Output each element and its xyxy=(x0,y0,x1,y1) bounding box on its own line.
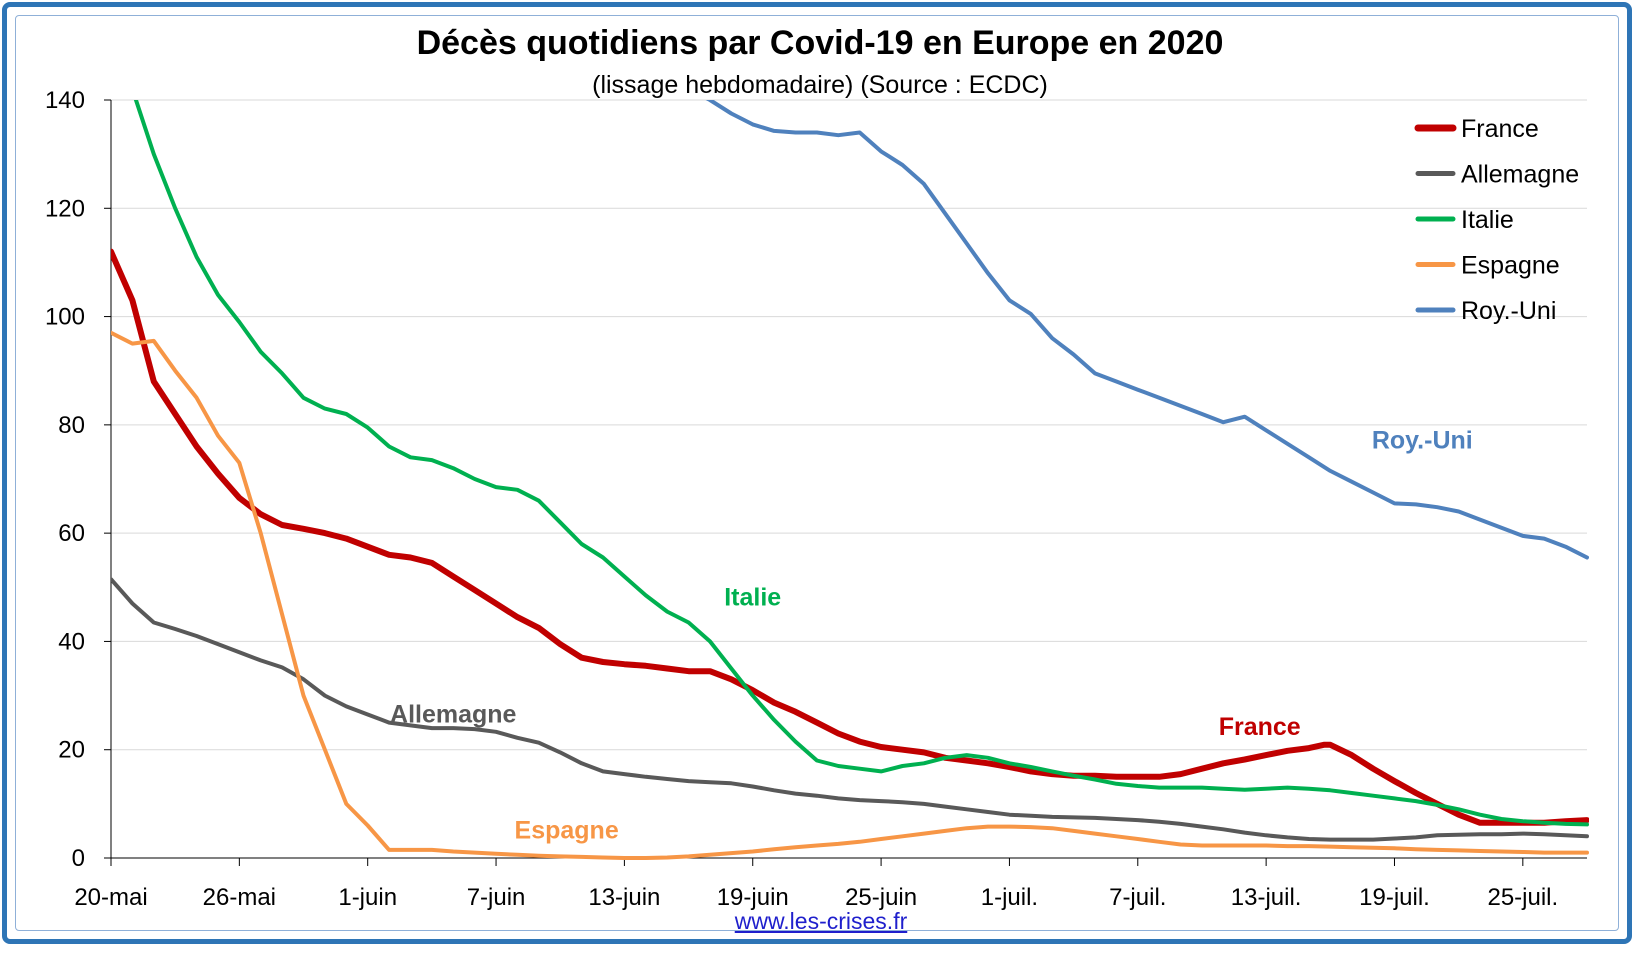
x-tick-label-1-juin: 1-juin xyxy=(338,884,397,911)
legend-label-Roy.-Uni: Roy.-Uni xyxy=(1461,297,1556,325)
y-tick-label-100: 100 xyxy=(45,304,85,331)
x-tick-label-13-juil.: 13-juil. xyxy=(1231,884,1302,911)
axes xyxy=(110,100,1587,859)
y-tick-label-80: 80 xyxy=(58,412,85,439)
legend: France Allemagne Italie Espagne Roy.-Uni xyxy=(1414,115,1579,325)
legend-label-Espagne: Espagne xyxy=(1461,252,1560,280)
x-tick-label-7-juin: 7-juin xyxy=(467,884,526,911)
annotation-France: France xyxy=(1219,713,1301,741)
x-tick-label-13-juin: 13-juin xyxy=(588,884,660,911)
gridlines xyxy=(111,99,1587,751)
x-tick-label-20-mai: 20-mai xyxy=(74,884,147,911)
chart-subtitle: (lissage hebdomadaire) (Source : ECDC) xyxy=(592,71,1048,99)
source-link[interactable]: www.les-crises.fr xyxy=(734,908,908,934)
series-line-Roy.-Uni xyxy=(705,100,1589,560)
chart-title: Décès quotidiens par Covid-19 en Europe … xyxy=(417,24,1224,62)
series-lines xyxy=(111,100,1589,860)
y-tick-label-20: 20 xyxy=(58,737,85,764)
annotation-Roy.-Uni: Roy.-Uni xyxy=(1372,426,1473,454)
series-annotations: Roy.-Uni Italie Allemagne France Espagne xyxy=(390,426,1473,844)
y-tick-label-60: 60 xyxy=(58,520,85,547)
frame-inner-border xyxy=(15,15,1619,931)
y-tick-label-120: 120 xyxy=(45,195,85,222)
series-line-Espagne xyxy=(111,330,1589,860)
x-axis-ticks: 20-mai 26-mai 1-juin 7-juin 13-juin 19-juin 25… xyxy=(74,858,1558,911)
x-tick-label-26-mai: 26-mai xyxy=(203,884,276,911)
y-tick-label-140: 140 xyxy=(45,87,85,114)
x-tick-label-1-juil.: 1-juil. xyxy=(981,884,1038,911)
y-tick-label-0: 0 xyxy=(72,845,85,872)
annotation-Espagne: Espagne xyxy=(515,816,619,844)
legend-label-Allemagne: Allemagne xyxy=(1461,161,1579,189)
x-tick-label-19-juil.: 19-juil. xyxy=(1359,884,1430,911)
x-tick-label-7-juil.: 7-juil. xyxy=(1109,884,1166,911)
legend-label-Italie: Italie xyxy=(1461,206,1514,234)
y-axis-ticks: 0 20 40 60 80 100 120 140 xyxy=(45,87,111,872)
annotation-Italie: Italie xyxy=(724,583,781,611)
y-tick-label-40: 40 xyxy=(58,628,85,655)
x-tick-label-19-juin: 19-juin xyxy=(717,884,789,911)
series-line-Italie xyxy=(133,100,1589,827)
series-line-France xyxy=(111,248,1589,826)
source-footer: www.les-crises.fr xyxy=(0,908,1642,935)
x-tick-label-25-juin: 25-juin xyxy=(845,884,917,911)
series-line-Allemagne xyxy=(111,577,1589,842)
legend-label-France: France xyxy=(1461,115,1539,143)
annotation-Allemagne: Allemagne xyxy=(390,700,517,728)
x-tick-label-25-juil.: 25-juil. xyxy=(1487,884,1558,911)
